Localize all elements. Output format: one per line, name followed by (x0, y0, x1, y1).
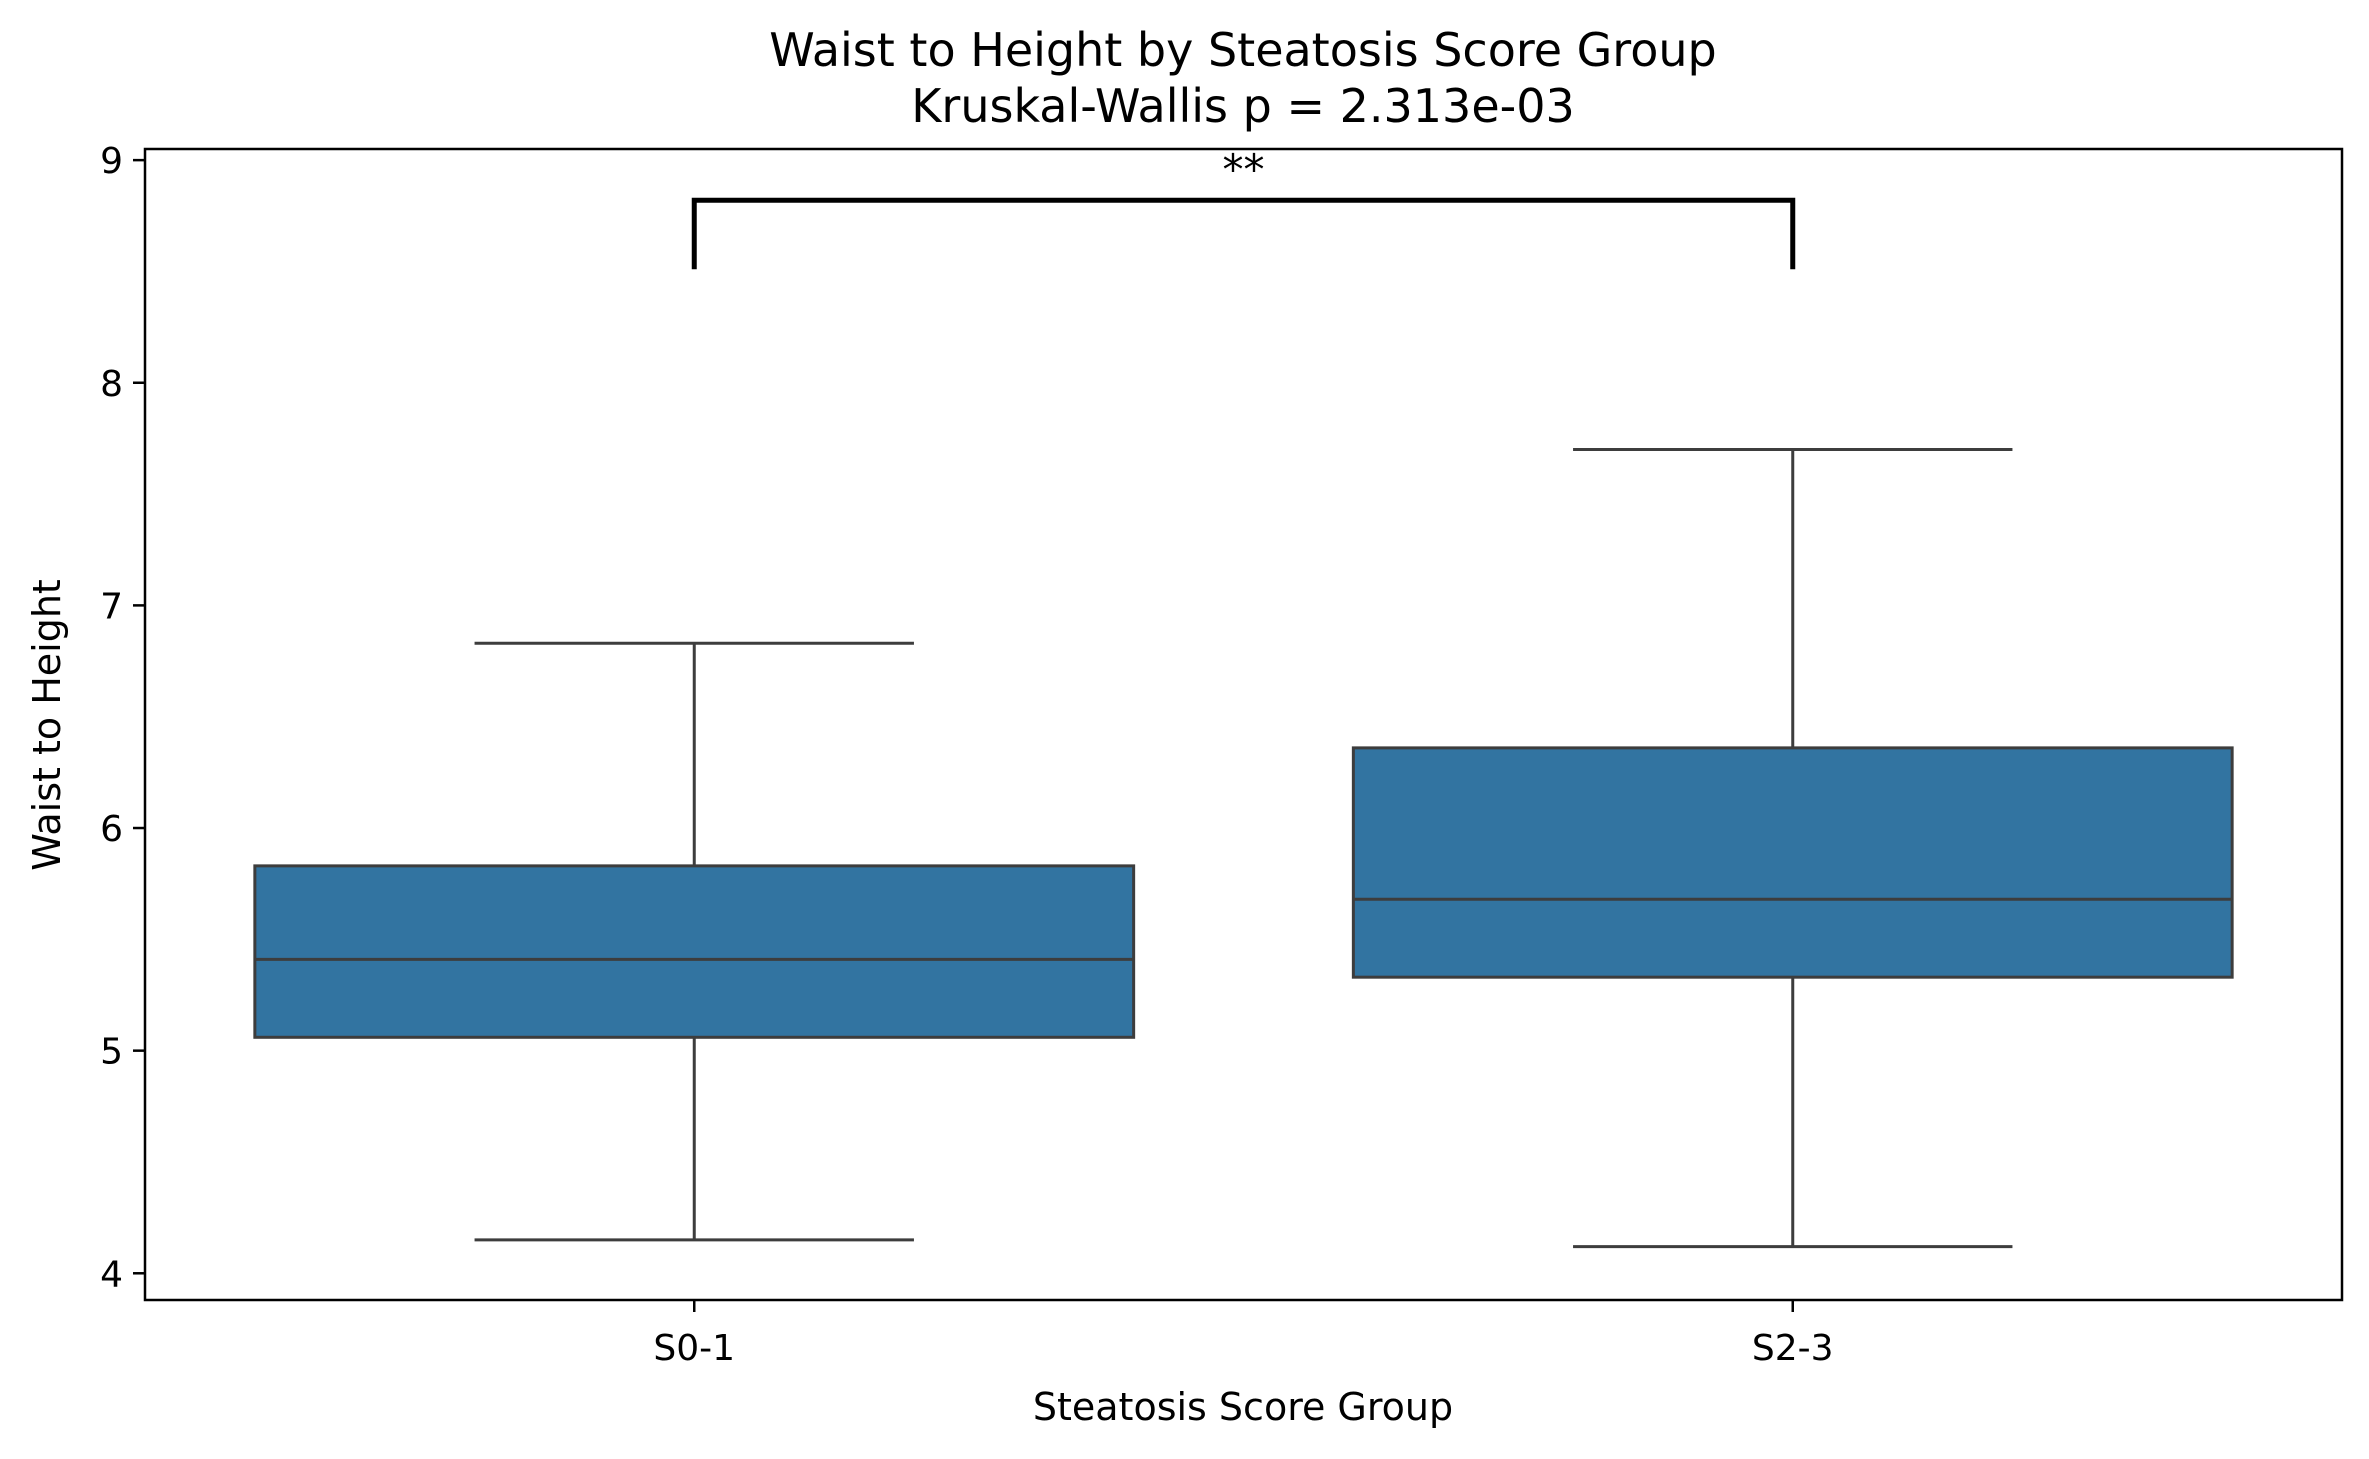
x-axis-label: Steatosis Score Group (1033, 1385, 1453, 1429)
y-tick-label-4: 4 (100, 1254, 123, 1295)
x-tick-label-S0-1: S0-1 (653, 1328, 735, 1369)
plot-area: ** 4 5 6 7 8 9 S0-1 S2-3 (100, 141, 2344, 1369)
significance-label: ** (1223, 145, 1265, 194)
y-tick-label-6: 6 (100, 809, 123, 850)
y-tick-label-5: 5 (100, 1032, 123, 1073)
significance-bracket (691, 197, 1796, 270)
y-tick-label-7: 7 (100, 586, 123, 627)
y-tick-label-8: 8 (100, 364, 123, 405)
y-axis-label: Waist to Height (25, 579, 69, 871)
x-tick-label-S2-3: S2-3 (1752, 1328, 1834, 1369)
box-S2-3 (1351, 746, 2234, 979)
chart-title: Waist to Height by Steatosis Score Group (769, 23, 1716, 77)
y-tick-label-9: 9 (100, 141, 123, 182)
box-S0-1 (253, 864, 1136, 1039)
axes-frame (143, 147, 2344, 1302)
chart-subtitle: Kruskal-Wallis p = 2.313e-03 (911, 79, 1575, 133)
